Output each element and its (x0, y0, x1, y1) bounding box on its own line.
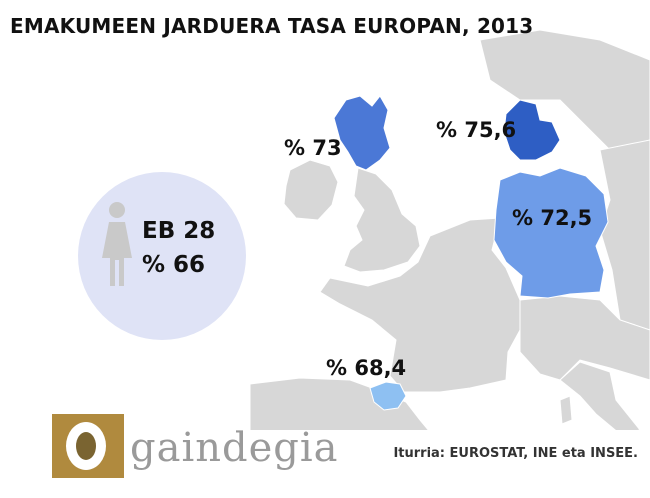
corsica-region (559, 395, 573, 425)
germany-label: % 72,5 (512, 206, 593, 230)
source-note: Iturria: EUROSTAT, INE eta INSEE. (393, 446, 638, 461)
denmark-region (503, 99, 561, 161)
denmark-label: % 75,6 (436, 118, 517, 142)
logo-o-shape (66, 422, 106, 470)
gaindegia-logo-mark (52, 414, 124, 478)
france-region (319, 217, 521, 393)
england-region (343, 167, 421, 273)
scotland-label: % 73 (284, 136, 342, 160)
scotland-region (333, 95, 391, 171)
germany-region (493, 167, 609, 299)
basque-label: % 68,4 (326, 356, 407, 380)
ireland-region (283, 159, 339, 221)
gaindegia-logo-text: gaindegia (130, 425, 339, 471)
woman-icon (102, 202, 132, 286)
eu-label-line1: EB 28 (142, 218, 216, 244)
east-region (599, 139, 650, 331)
sea-cover (240, 430, 650, 498)
alps-region (519, 295, 650, 381)
eu-label-line2: % 66 (142, 252, 206, 278)
page-title: EMAKUMEEN JARDUERA TASA EUROPAN, 2013 (10, 14, 534, 38)
basque-region (369, 381, 407, 411)
logo-o-inner-shape (76, 432, 96, 460)
